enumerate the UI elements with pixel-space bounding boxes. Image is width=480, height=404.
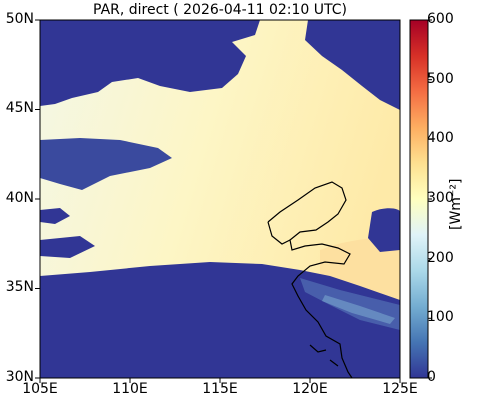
lon-tick-125e: 125E	[382, 381, 418, 397]
colorbar	[409, 19, 429, 379]
colorbar-label: [Wm⁻²]	[448, 178, 464, 230]
coastline-peninsula-tip	[267, 221, 291, 245]
colorbar-tick-400: 400	[427, 130, 454, 146]
colorbar-tick-200: 200	[427, 250, 454, 266]
cloud-scatter-2	[40, 236, 95, 258]
lat-tick-40n: 40N	[5, 190, 34, 206]
cloud-scatter-1	[40, 208, 70, 224]
cloud-east-small	[368, 208, 400, 252]
cloud-northeast	[305, 20, 400, 110]
coastline-bohai	[267, 181, 353, 378]
lon-tick-105e: 105E	[22, 381, 58, 397]
colorbar-tick-600: 600	[427, 11, 454, 27]
colorbar-tick-0: 0	[427, 369, 436, 385]
coastline-south-islands	[309, 344, 339, 367]
lat-tick-50n: 50N	[5, 11, 34, 27]
lon-tick-120e: 120E	[292, 381, 328, 397]
colorbar-tick-300: 300	[427, 190, 454, 206]
lat-tick-45n: 45N	[5, 100, 34, 116]
cloud-band-mid	[40, 138, 172, 190]
cloud-northwest	[40, 20, 260, 106]
lat-tick-35n: 35N	[5, 279, 34, 295]
colorbar-tick-100: 100	[427, 309, 454, 325]
map-title: PAR, direct ( 2026-04-11 02:10 UTC)	[93, 2, 347, 18]
lat-tick-30n: 30N	[5, 369, 34, 385]
cloud-south-lightstreak	[322, 295, 395, 324]
lon-tick-115e: 115E	[202, 381, 238, 397]
colorbar-tick-500: 500	[427, 71, 454, 87]
lon-tick-110e: 110E	[112, 381, 148, 397]
